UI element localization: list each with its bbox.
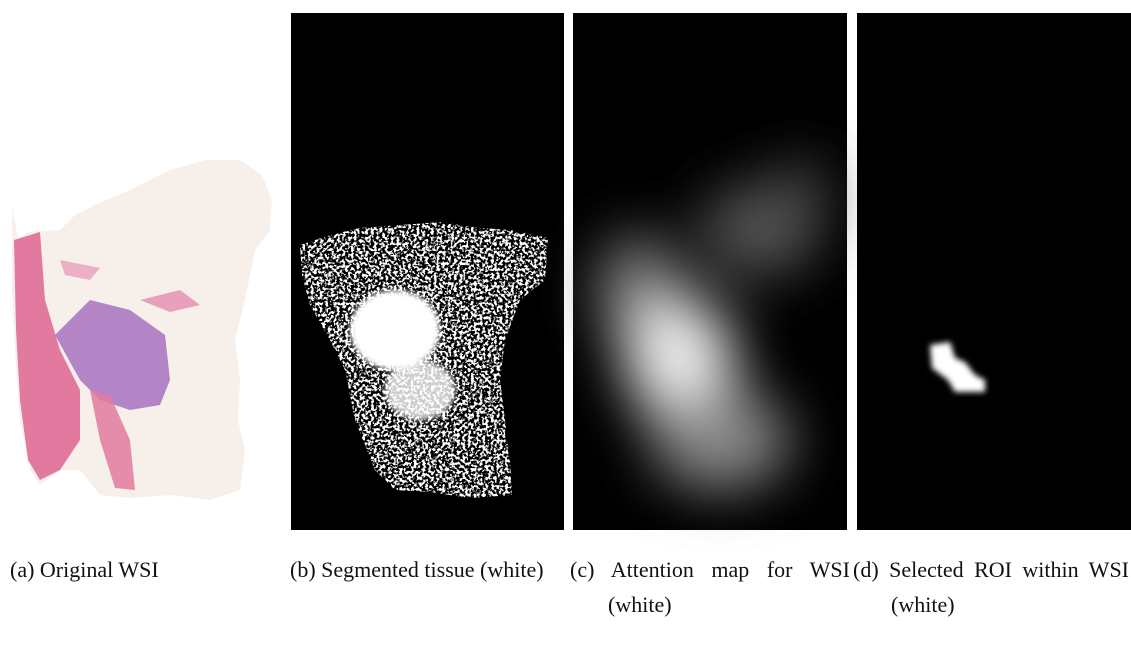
figure: {"figure": {"panels": [ {"label": "(a)",… bbox=[0, 0, 1131, 648]
panel-label: (c) bbox=[570, 557, 594, 582]
selected-roi-image bbox=[857, 13, 1131, 530]
panel-label: (b) bbox=[290, 557, 316, 582]
caption-text: Selected ROI within WSI (white) bbox=[889, 557, 1129, 617]
caption-text: Original WSI bbox=[40, 557, 159, 582]
panel-label: (a) bbox=[10, 557, 34, 582]
panel-images bbox=[0, 0, 1131, 548]
caption-text: Attention map for WSI (white) bbox=[608, 557, 850, 617]
caption-d: (d) Selected ROI within WSI (white) bbox=[853, 552, 1129, 622]
panel-label: (d) bbox=[853, 557, 879, 582]
caption-a: (a) Original WSI bbox=[10, 552, 280, 587]
attention-map-image bbox=[573, 13, 847, 530]
caption-b: (b) Segmented tissue (white) bbox=[290, 552, 568, 587]
caption-text: Segmented tissue (white) bbox=[321, 557, 543, 582]
caption-c: (c) Attention map for WSI (white) bbox=[570, 552, 850, 622]
segmented-tissue-image bbox=[291, 13, 564, 530]
original-wsi-image bbox=[12, 160, 272, 500]
